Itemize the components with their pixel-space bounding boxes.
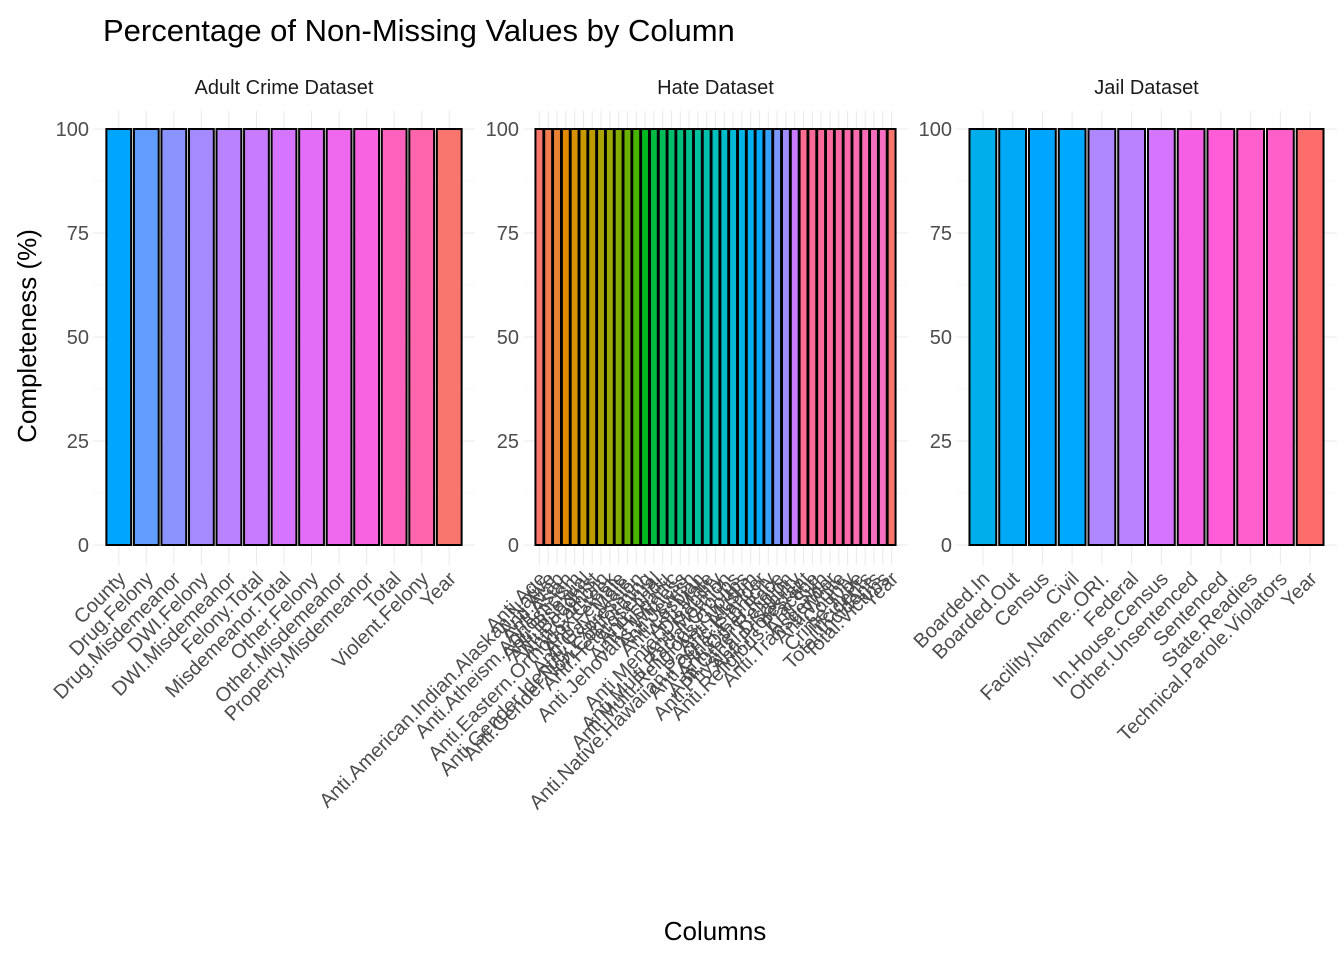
bar — [1146, 128, 1176, 546]
bar — [1027, 128, 1057, 546]
chart-title: Percentage of Non-Missing Values by Colu… — [103, 13, 735, 48]
bar — [560, 128, 571, 546]
bar — [596, 128, 606, 546]
bar — [772, 128, 783, 546]
y-tick-label: 25 — [497, 431, 519, 453]
bar — [552, 128, 562, 546]
y-tick-label: 75 — [67, 223, 89, 245]
bar — [754, 128, 765, 546]
bar — [1087, 128, 1117, 546]
x-axis-title: Columns — [664, 916, 767, 946]
bar — [807, 128, 818, 546]
bar — [833, 128, 844, 546]
bar — [736, 128, 747, 546]
y-axis-title: Completeness (%) — [12, 229, 42, 443]
bar — [1295, 128, 1325, 546]
bar — [684, 128, 695, 546]
bar — [325, 128, 353, 546]
bar — [719, 128, 730, 546]
bar — [1206, 128, 1236, 546]
bar — [534, 128, 545, 546]
facet-label: Adult Crime Dataset — [195, 77, 374, 99]
y-tick-label: 100 — [486, 119, 519, 141]
bar — [657, 128, 668, 546]
x-tick-label: Year — [1278, 568, 1322, 612]
bar — [877, 128, 888, 546]
bar — [1265, 128, 1295, 546]
y-tick-label: 50 — [497, 327, 519, 349]
bar — [380, 128, 408, 546]
bar — [243, 128, 270, 546]
bar — [270, 128, 298, 546]
bar — [105, 128, 133, 546]
y-tick-label: 50 — [67, 327, 89, 349]
bar — [604, 128, 615, 546]
bar — [353, 128, 381, 546]
bar — [1117, 128, 1147, 546]
bar — [578, 128, 589, 546]
y-tick-label: 25 — [67, 431, 89, 453]
bar — [851, 128, 862, 546]
bar — [666, 128, 677, 546]
y-tick-label: 0 — [508, 535, 519, 557]
bar — [798, 128, 809, 546]
bar — [587, 128, 598, 546]
y-tick-label: 50 — [930, 327, 952, 349]
bar — [968, 128, 998, 546]
bar — [728, 128, 739, 546]
facet-label: Hate Dataset — [657, 77, 774, 99]
y-tick-label: 0 — [941, 535, 952, 557]
bar — [816, 128, 827, 546]
bar — [648, 128, 659, 546]
bar — [631, 128, 642, 546]
bar — [675, 128, 686, 546]
bar — [780, 128, 791, 546]
bar — [160, 128, 188, 546]
y-tick-label: 100 — [919, 119, 952, 141]
bar — [132, 128, 160, 546]
bar — [763, 128, 774, 546]
y-tick-label: 75 — [930, 223, 952, 245]
bar — [842, 128, 853, 546]
bar — [789, 128, 800, 546]
bar — [408, 128, 436, 546]
bar — [692, 128, 703, 546]
bar — [701, 128, 712, 546]
bar — [613, 128, 624, 546]
bar — [435, 128, 463, 546]
y-tick-label: 25 — [930, 431, 952, 453]
bar — [215, 128, 243, 546]
bar — [886, 128, 897, 546]
bar — [710, 128, 721, 546]
bar — [869, 128, 879, 546]
y-tick-label: 75 — [497, 223, 519, 245]
bar — [298, 128, 325, 546]
bar — [187, 128, 215, 546]
bar — [543, 128, 554, 546]
bar — [1236, 128, 1266, 546]
bar — [998, 128, 1028, 546]
y-tick-label: 100 — [56, 119, 89, 141]
bar — [745, 128, 756, 546]
bar — [1057, 128, 1087, 546]
bar — [622, 128, 633, 546]
y-tick-label: 0 — [78, 535, 89, 557]
bar — [825, 128, 835, 546]
bar — [640, 128, 651, 546]
bar — [860, 128, 871, 546]
bar — [1176, 128, 1206, 546]
bar — [569, 128, 580, 546]
facet-label: Jail Dataset — [1094, 77, 1199, 99]
